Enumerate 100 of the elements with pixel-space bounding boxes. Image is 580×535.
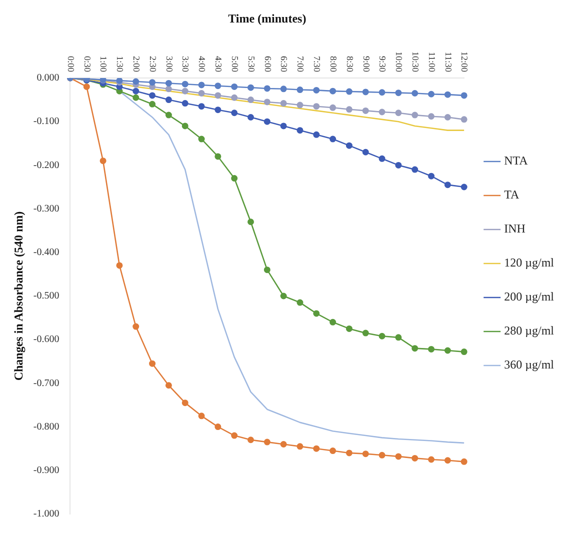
point bbox=[378, 108, 386, 116]
point bbox=[395, 162, 402, 168]
point bbox=[330, 88, 336, 94]
point bbox=[428, 456, 435, 463]
point bbox=[165, 86, 172, 92]
point bbox=[247, 96, 254, 104]
x-tick-label: 3:00 bbox=[164, 56, 174, 72]
point bbox=[330, 104, 336, 111]
point bbox=[444, 457, 451, 464]
point bbox=[313, 86, 320, 94]
point bbox=[247, 436, 254, 444]
x-tick-label: 2:30 bbox=[148, 56, 158, 72]
point bbox=[346, 88, 352, 95]
point bbox=[395, 90, 402, 96]
point bbox=[428, 113, 435, 120]
x-tick-label: 7:30 bbox=[312, 56, 322, 72]
point bbox=[132, 94, 140, 101]
point bbox=[264, 118, 270, 125]
point bbox=[412, 345, 418, 352]
point bbox=[231, 110, 238, 116]
point bbox=[132, 323, 140, 330]
point bbox=[165, 112, 172, 118]
point bbox=[214, 106, 222, 114]
point bbox=[264, 98, 270, 106]
point bbox=[412, 112, 418, 118]
point bbox=[460, 116, 468, 123]
x-tick-label: 10:00 bbox=[394, 51, 404, 72]
point bbox=[198, 90, 205, 97]
y-tick-label: -0.100 bbox=[33, 116, 60, 128]
point bbox=[198, 103, 205, 110]
point bbox=[330, 448, 336, 454]
point bbox=[247, 114, 254, 120]
point bbox=[313, 445, 320, 452]
x-tick-label: 6:00 bbox=[262, 56, 273, 72]
point bbox=[116, 262, 123, 269]
x-tick-label: 4:30 bbox=[214, 56, 224, 72]
point bbox=[214, 92, 222, 99]
point bbox=[428, 90, 435, 98]
point bbox=[182, 88, 188, 94]
point bbox=[362, 330, 369, 336]
point bbox=[346, 142, 352, 149]
point bbox=[182, 100, 188, 107]
point bbox=[395, 453, 402, 460]
x-tick-label: 3:30 bbox=[180, 56, 191, 72]
y-tick-label: -0.300 bbox=[33, 203, 60, 214]
point bbox=[378, 155, 386, 162]
point bbox=[231, 175, 238, 182]
point bbox=[198, 82, 205, 88]
point bbox=[296, 443, 304, 450]
point bbox=[444, 114, 451, 120]
x-tick-label: 6:30 bbox=[279, 56, 290, 72]
y-tick-label: -0.200 bbox=[33, 160, 60, 171]
point bbox=[296, 102, 304, 108]
point bbox=[313, 103, 320, 110]
y-tick-label: -0.600 bbox=[33, 334, 60, 346]
legend-label: INH bbox=[504, 222, 526, 236]
x-tick-label: 11:30 bbox=[443, 52, 454, 72]
x-tick-label: 5:30 bbox=[246, 56, 256, 72]
point bbox=[132, 88, 140, 94]
y-tick-label: -0.800 bbox=[33, 421, 60, 432]
point bbox=[346, 325, 352, 332]
x-tick-label: 1:00 bbox=[98, 56, 109, 72]
point bbox=[231, 94, 238, 101]
point bbox=[412, 454, 418, 462]
point bbox=[313, 131, 320, 138]
point bbox=[378, 89, 386, 96]
point bbox=[280, 292, 287, 300]
point bbox=[395, 334, 402, 341]
legend-label: 360 µg/ml bbox=[504, 358, 555, 372]
point bbox=[460, 184, 468, 190]
y-tick-label: -1.000 bbox=[33, 508, 60, 520]
x-tick-label: 8:00 bbox=[328, 56, 338, 72]
y-tick-label: -0.400 bbox=[33, 247, 60, 258]
x-tick-label: 0:30 bbox=[82, 56, 92, 72]
x-tick-label: 4:00 bbox=[197, 56, 208, 72]
point bbox=[428, 346, 435, 352]
x-axis-title: Time (minutes) bbox=[228, 11, 306, 26]
point bbox=[214, 82, 222, 90]
point bbox=[165, 80, 172, 86]
point bbox=[165, 382, 172, 389]
point bbox=[296, 86, 304, 94]
point bbox=[182, 80, 188, 88]
x-tick-label: 12:00 bbox=[460, 51, 470, 72]
point bbox=[231, 83, 238, 90]
point bbox=[362, 450, 369, 458]
x-tick-label: 9:30 bbox=[378, 56, 388, 72]
point bbox=[280, 86, 287, 92]
x-tick-label: 0:00 bbox=[66, 56, 76, 72]
point bbox=[378, 332, 386, 340]
point bbox=[444, 91, 451, 98]
x-tick-label: 1:30 bbox=[115, 56, 126, 72]
point bbox=[149, 360, 156, 367]
x-tick-label: 5:00 bbox=[230, 56, 240, 72]
x-tick-label: 8:30 bbox=[344, 56, 355, 72]
point bbox=[247, 84, 254, 91]
point bbox=[231, 432, 238, 439]
point bbox=[149, 92, 156, 99]
point bbox=[132, 78, 140, 85]
point bbox=[395, 110, 402, 116]
y-axis-title: Changes in Absorbance (540 nm) bbox=[11, 211, 26, 381]
